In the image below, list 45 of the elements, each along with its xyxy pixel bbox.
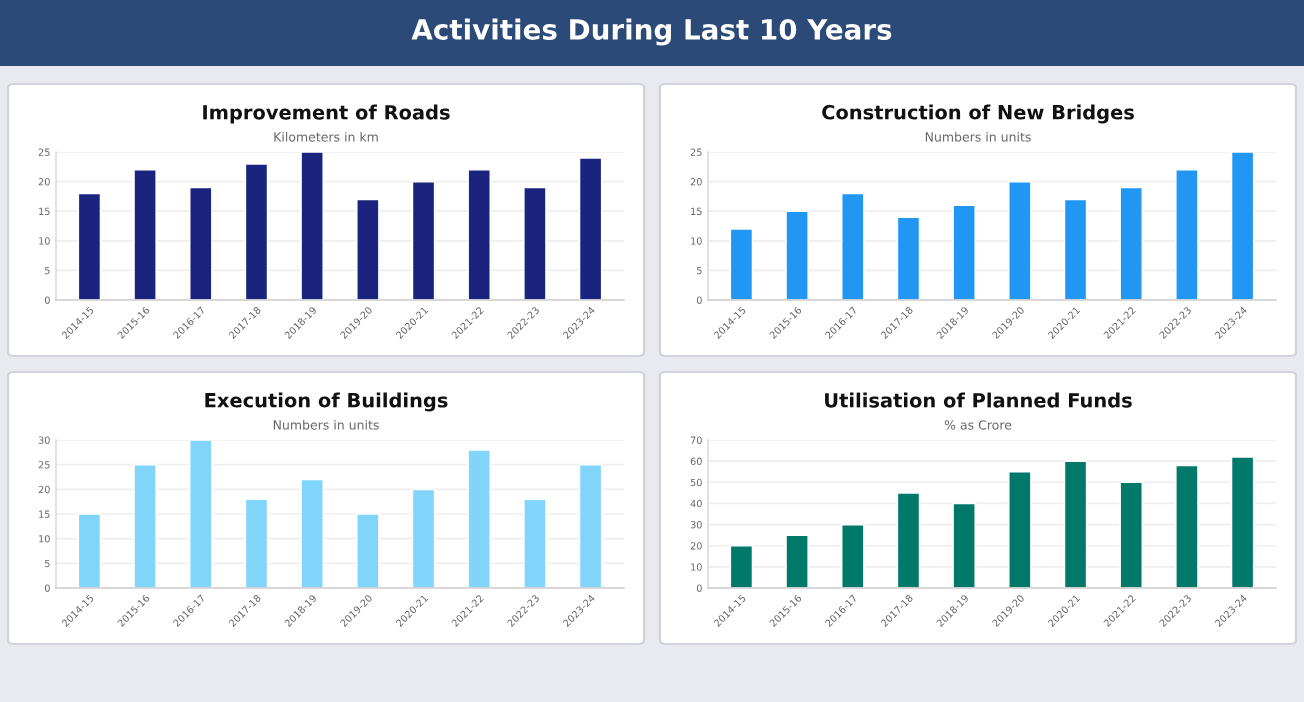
bar — [1007, 180, 1032, 300]
bar — [1174, 464, 1199, 588]
bar — [300, 152, 325, 300]
bar — [729, 228, 754, 300]
bar — [77, 513, 102, 588]
bar — [896, 492, 921, 588]
bar — [467, 168, 492, 300]
bar — [1063, 198, 1088, 300]
bar — [1230, 152, 1255, 300]
bar — [1007, 470, 1032, 588]
bar — [729, 544, 754, 588]
bar — [244, 498, 269, 588]
bar — [411, 488, 436, 588]
bar — [952, 502, 977, 588]
bar — [785, 534, 810, 588]
bar — [952, 204, 977, 300]
bar — [467, 449, 492, 588]
bar — [188, 186, 213, 300]
bar — [785, 210, 810, 300]
bar — [1063, 460, 1088, 588]
bar — [840, 192, 865, 300]
bar — [578, 157, 603, 300]
bar — [133, 168, 158, 300]
bar — [1174, 168, 1199, 300]
bar — [896, 216, 921, 300]
bar — [77, 192, 102, 300]
chart-title: Improvement of Roads — [203, 104, 450, 124]
bar — [355, 198, 380, 300]
chart-title: Construction of New Bridges — [822, 104, 1134, 124]
bar — [133, 463, 158, 588]
bar — [355, 513, 380, 588]
bar — [1230, 456, 1255, 588]
bar — [1119, 481, 1144, 588]
bar — [578, 463, 603, 588]
chart-title: Execution of Buildings — [205, 392, 448, 412]
text: Activities During Last 10 Years — [411, 18, 892, 46]
chart-title: Utilisation of Planned Funds — [825, 392, 1132, 408]
bar — [1119, 186, 1144, 300]
bar — [188, 440, 213, 588]
bar — [411, 180, 436, 300]
bar — [522, 498, 547, 588]
bar — [300, 478, 325, 588]
bar — [840, 523, 865, 588]
bar — [522, 186, 547, 300]
bar — [244, 163, 269, 300]
